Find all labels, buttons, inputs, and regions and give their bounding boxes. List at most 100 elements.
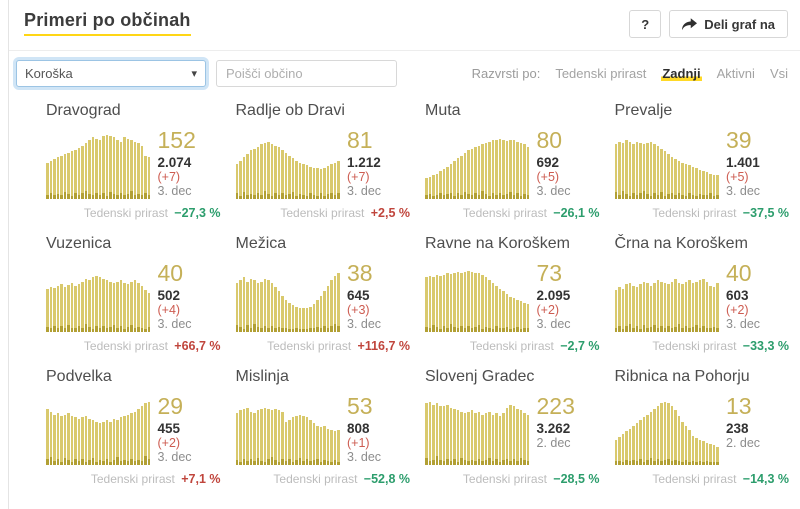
municipality-name: Radlje ob Dravi <box>235 102 345 119</box>
new-cases-delta: (+1) <box>347 436 370 451</box>
last-data-date: 3. dec <box>157 317 192 332</box>
municipality-card: Vuzenica 40 502 (+4) 3. dec Tedenski pri… <box>46 235 222 353</box>
sort-option[interactable]: Tedenski prirast <box>555 66 647 81</box>
region-select-value: Koroška <box>25 66 73 81</box>
page-title: Primeri po občinah <box>24 10 191 36</box>
cases-bar-chart[interactable] <box>425 129 530 199</box>
municipality-name: Ravne na Koroškem <box>425 235 570 252</box>
cards-grid: Dravograd 152 2.074 (+7) 3. dec Tedenski… <box>0 87 800 486</box>
cases-bar-chart[interactable] <box>425 395 530 465</box>
last-data-date: 3. dec <box>347 450 382 465</box>
weekly-growth-value: +2,5 % <box>370 206 410 220</box>
municipality-name: Prevalje <box>614 102 673 119</box>
municipality-card: Ribnica na Pohorju 13 238 2. dec Tedensk… <box>614 368 791 486</box>
municipality-name: Črna na Koroškem <box>614 235 748 252</box>
weekly-growth-label: Tedenski prirast <box>462 472 547 486</box>
weekly-growth: Tedenski prirast −52,8 % <box>236 472 412 486</box>
last-data-date: 2. dec <box>536 436 571 451</box>
chart-row: 40 603 (+2) 3. dec <box>614 262 791 332</box>
cases-bar-chart[interactable] <box>46 262 151 332</box>
card-stats: 73 2.095 (+2) 3. dec <box>537 262 601 332</box>
chart-row: 40 502 (+4) 3. dec <box>46 262 222 332</box>
cases-bar-chart[interactable] <box>614 395 720 465</box>
chart-row: 223 3.262 2. dec <box>425 395 601 465</box>
active-cases-count: 53 <box>347 393 373 419</box>
weekly-growth-label: Tedenski prirast <box>462 206 547 220</box>
municipality-card: Muta 80 692 (+5) 3. dec Tedenski prirast… <box>425 102 601 220</box>
sort-option[interactable]: Zadnji <box>661 66 702 81</box>
cases-bar-chart[interactable] <box>46 395 151 465</box>
region-select[interactable]: Koroška ▾ <box>16 60 206 87</box>
municipality-name: Podvelka <box>46 368 112 385</box>
total-cases-count: 645 <box>347 288 370 303</box>
total-cases-count: 502 <box>157 288 181 303</box>
sort-option[interactable]: Vsi <box>769 66 788 81</box>
sort-option[interactable]: Aktivni <box>716 66 755 81</box>
active-cases-count: 152 <box>157 127 196 153</box>
new-cases-delta: (+3) <box>347 303 370 318</box>
card-stats: 13 238 2. dec <box>726 395 790 465</box>
cases-bar-chart[interactable] <box>235 129 341 199</box>
search-input[interactable] <box>216 60 397 87</box>
weekly-growth-label: Tedenski prirast <box>83 206 168 220</box>
weekly-growth-value: −37,5 % <box>742 206 789 220</box>
weekly-growth: Tedenski prirast +66,7 % <box>46 339 222 353</box>
weekly-growth-label: Tedenski prirast <box>90 472 175 486</box>
weekly-growth-value: −52,8 % <box>363 472 410 486</box>
cases-bar-chart[interactable] <box>46 129 151 199</box>
last-data-date: 3. dec <box>157 184 192 199</box>
total-cases-count: 2.095 <box>536 288 571 303</box>
total-cases-count: 1.212 <box>347 155 381 170</box>
active-cases-count: 40 <box>157 260 184 286</box>
weekly-growth-label: Tedenski prirast <box>83 339 168 353</box>
weekly-growth-value: +7,1 % <box>181 472 221 486</box>
weekly-growth: Tedenski prirast −27,3 % <box>46 206 222 220</box>
sort-label: Razvrsti po: <box>471 66 541 81</box>
last-data-date: 3. dec <box>536 184 571 199</box>
cases-bar-chart[interactable] <box>614 129 720 199</box>
active-cases-count: 38 <box>347 260 373 286</box>
active-cases-count: 29 <box>157 393 184 419</box>
weekly-growth: Tedenski prirast −14,3 % <box>615 472 791 486</box>
share-button[interactable]: Deli graf na <box>669 10 788 38</box>
total-cases-count: 808 <box>347 421 370 436</box>
cases-bar-chart[interactable] <box>425 262 530 332</box>
active-cases-count: 73 <box>536 260 563 286</box>
municipality-card: Podvelka 29 455 (+2) 3. dec Tedenski pri… <box>46 368 222 486</box>
card-stats: 38 645 (+3) 3. dec <box>347 262 411 332</box>
municipality-name: Muta <box>425 102 461 119</box>
share-arrow-icon <box>682 17 698 31</box>
active-cases-count: 223 <box>536 393 575 419</box>
weekly-growth-value: −27,3 % <box>174 206 221 220</box>
weekly-growth-value: +66,7 % <box>174 339 221 353</box>
new-cases-delta: (+7) <box>347 170 370 185</box>
total-cases-count: 455 <box>157 421 181 436</box>
weekly-growth-label: Tedenski prirast <box>267 339 352 353</box>
weekly-growth: Tedenski prirast −37,5 % <box>615 206 791 220</box>
total-cases-count: 603 <box>726 288 749 303</box>
share-button-label: Deli graf na <box>704 16 775 32</box>
active-cases-count: 13 <box>726 393 752 419</box>
help-button[interactable]: ? <box>629 10 662 38</box>
cases-bar-chart[interactable] <box>614 262 720 332</box>
last-data-date: 2. dec <box>726 436 761 451</box>
filter-bar: Koroška ▾ Razvrsti po: Tedenski prirast Z… <box>16 60 788 87</box>
chart-row: 13 238 2. dec <box>614 395 791 465</box>
municipality-card: Črna na Koroškem 40 603 (+2) 3. dec Tede… <box>614 235 791 353</box>
weekly-growth: Tedenski prirast +2,5 % <box>236 206 412 220</box>
chart-row: 152 2.074 (+7) 3. dec <box>46 129 222 199</box>
new-cases-delta: (+5) <box>536 170 560 185</box>
card-stats: 152 2.074 (+7) 3. dec <box>158 129 222 199</box>
cases-bar-chart[interactable] <box>235 395 341 465</box>
weekly-growth: Tedenski prirast −2,7 % <box>425 339 601 353</box>
weekly-growth: Tedenski prirast +7,1 % <box>46 472 222 486</box>
cases-bar-chart[interactable] <box>235 262 341 332</box>
new-cases-delta: (+5) <box>726 170 749 185</box>
card-stats: 40 502 (+4) 3. dec <box>158 262 222 332</box>
new-cases-delta: (+2) <box>157 436 181 451</box>
sort-bar: Razvrsti po: Tedenski prirast Zadnji Aktiv… <box>472 66 788 81</box>
last-data-date: 3. dec <box>347 184 382 199</box>
chart-row: 29 455 (+2) 3. dec <box>46 395 222 465</box>
card-stats: 40 603 (+2) 3. dec <box>726 262 790 332</box>
weekly-growth-value: −33,3 % <box>742 339 789 353</box>
